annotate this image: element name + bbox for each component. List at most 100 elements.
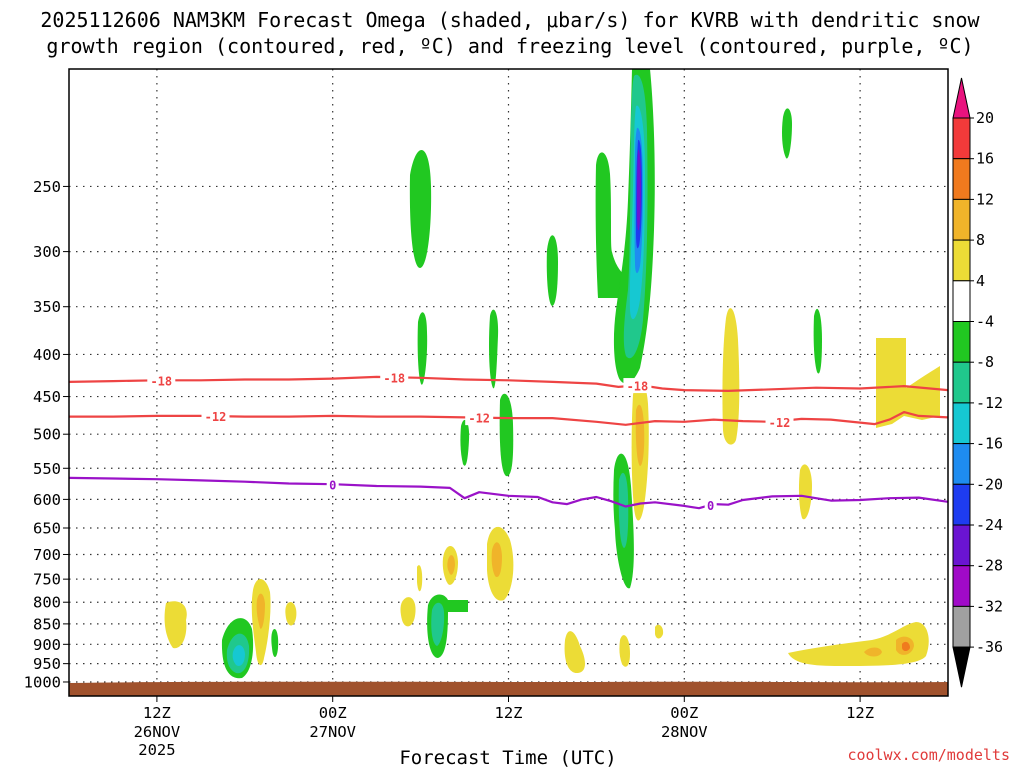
omega-region-18 [489, 309, 499, 389]
omega-region-22 [546, 235, 558, 306]
colorbar-tick-label: 4 [976, 272, 985, 290]
colorbar-tick-label: -8 [976, 353, 994, 371]
x-tick-label: 12Z [143, 704, 171, 722]
contour-label: 0 [329, 478, 336, 492]
y-axis: 250 300 350 400 450 500 550 600 650 700 750 800 850 9… [24, 178, 69, 691]
omega-region-11 [400, 597, 416, 627]
chart-title-line2: growth region (contoured, red, ºC) and f… [46, 34, 973, 58]
y-tick-label-650: 650 [33, 519, 61, 537]
colorbar-box [952, 158, 971, 200]
colorbar-box [952, 280, 971, 322]
x-axis-label: Forecast Time (UTC) [399, 747, 616, 768]
x-tick-label: 00Z [670, 704, 698, 722]
omega-region-40 [813, 308, 822, 374]
colorbar-tick-label: -16 [976, 435, 1003, 453]
omega-region-4 [232, 645, 245, 666]
colorbar-box [952, 605, 971, 648]
contour-label: 0 [707, 499, 714, 513]
contour-label-bg [704, 497, 717, 513]
colorbar-tick-label: 16 [976, 150, 994, 168]
contour-lines [69, 375, 948, 510]
omega-region-10 [417, 312, 428, 385]
y-tick-label-600: 600 [33, 491, 61, 509]
y-tick-label-900: 900 [33, 636, 61, 654]
y-tick-label-550: 550 [33, 460, 61, 478]
y-tick-label-500: 500 [33, 426, 61, 444]
colorbar-bottom-arrow [952, 646, 971, 688]
x-tick-label: 00Z [319, 704, 347, 722]
omega-region-21 [499, 393, 514, 477]
colorbar-box [952, 524, 971, 567]
omega-region-38 [782, 108, 792, 159]
colorbar-box [952, 198, 971, 241]
contour-line-0 [69, 476, 948, 510]
contour-label: -18 [627, 380, 649, 394]
x-tick-sublabel: 2025 [138, 741, 175, 759]
y-tick-label-300: 300 [33, 243, 61, 261]
omega-region-6 [256, 593, 265, 629]
chart-title-line1: 2025112606 NAM3KM Forecast Omega (shaded… [40, 8, 980, 32]
contour-labels: -18 -18 -18 -12 -12 -12 0 0 [147, 369, 794, 513]
omega-region-14 [431, 602, 445, 646]
x-tick-label: 12Z [495, 704, 523, 722]
colorbar-tick-label: -28 [976, 557, 1003, 575]
y-tick-label-800: 800 [33, 594, 61, 612]
omega-region-9 [409, 149, 432, 268]
omega-region-44 [902, 641, 910, 651]
colorbar-tick-label: -12 [976, 394, 1003, 412]
y-tick-label-1000: 1000 [24, 673, 61, 691]
omega-shading [164, 69, 940, 679]
omega-region-33 [637, 149, 641, 231]
omega-region-17 [460, 419, 470, 466]
x-tick-label: 12Z [846, 704, 874, 722]
contour-label-bg [201, 408, 230, 424]
omega-region-37 [722, 308, 740, 445]
contour-label-bg [465, 410, 494, 426]
colorbar-box [952, 565, 971, 607]
contour-label-bg [147, 373, 176, 389]
contour-line--12 [69, 411, 948, 426]
omega-region-23 [564, 631, 585, 674]
omega-region-12 [417, 565, 423, 592]
y-tick-label-350: 350 [33, 298, 61, 316]
omega-region-42 [864, 647, 882, 657]
contour-label-bg [765, 414, 794, 430]
omega-region-26 [618, 472, 629, 548]
contour-line--18 [69, 375, 948, 392]
x-tick-sublabel: 28NOV [661, 723, 708, 741]
plot-area: -18 -18 -18 -12 -12 -12 0 0 [68, 68, 949, 697]
colorbar-tick-label: -4 [976, 313, 994, 331]
colorbar-box [952, 321, 971, 363]
omega-region-36 [655, 624, 664, 639]
x-tick-sublabel: 26NOV [134, 723, 181, 741]
omega-region-39 [798, 464, 812, 520]
y-tick-label-700: 700 [33, 546, 61, 564]
contour-label-bg [623, 378, 652, 394]
omega-region-8 [285, 601, 297, 626]
omega-region-27 [619, 635, 630, 667]
colorbar-box [952, 402, 971, 445]
colorbar-box [952, 483, 971, 526]
colorbar-tick-label: -20 [976, 475, 1003, 493]
terrain-surface [69, 681, 948, 696]
omega-region-7 [271, 628, 279, 657]
y-tick-label-850: 850 [33, 615, 61, 633]
colorbar-tick-label: 20 [976, 109, 994, 127]
omega-region-24 [595, 152, 625, 298]
y-tick-label-250: 250 [33, 178, 61, 196]
omega-region-45 [876, 338, 940, 428]
colorbar-tick-label: -32 [976, 597, 1003, 615]
contour-label-bg [380, 369, 409, 385]
colorbar-box [952, 117, 971, 160]
omega-region-1 [164, 601, 187, 649]
y-tick-label-450: 450 [33, 388, 61, 406]
colorbar-box [952, 443, 971, 485]
omega-region-35 [635, 404, 645, 466]
colorbar: 20 16 12 8 4 -4 -8 -12 -16 -20 -24 -28 -32 -36 [952, 77, 1003, 688]
colorbar-tick-label: -24 [976, 516, 1003, 534]
colorbar-tick-label: 8 [976, 231, 985, 249]
omega-region-20 [491, 542, 502, 578]
y-tick-label-950: 950 [33, 655, 61, 673]
